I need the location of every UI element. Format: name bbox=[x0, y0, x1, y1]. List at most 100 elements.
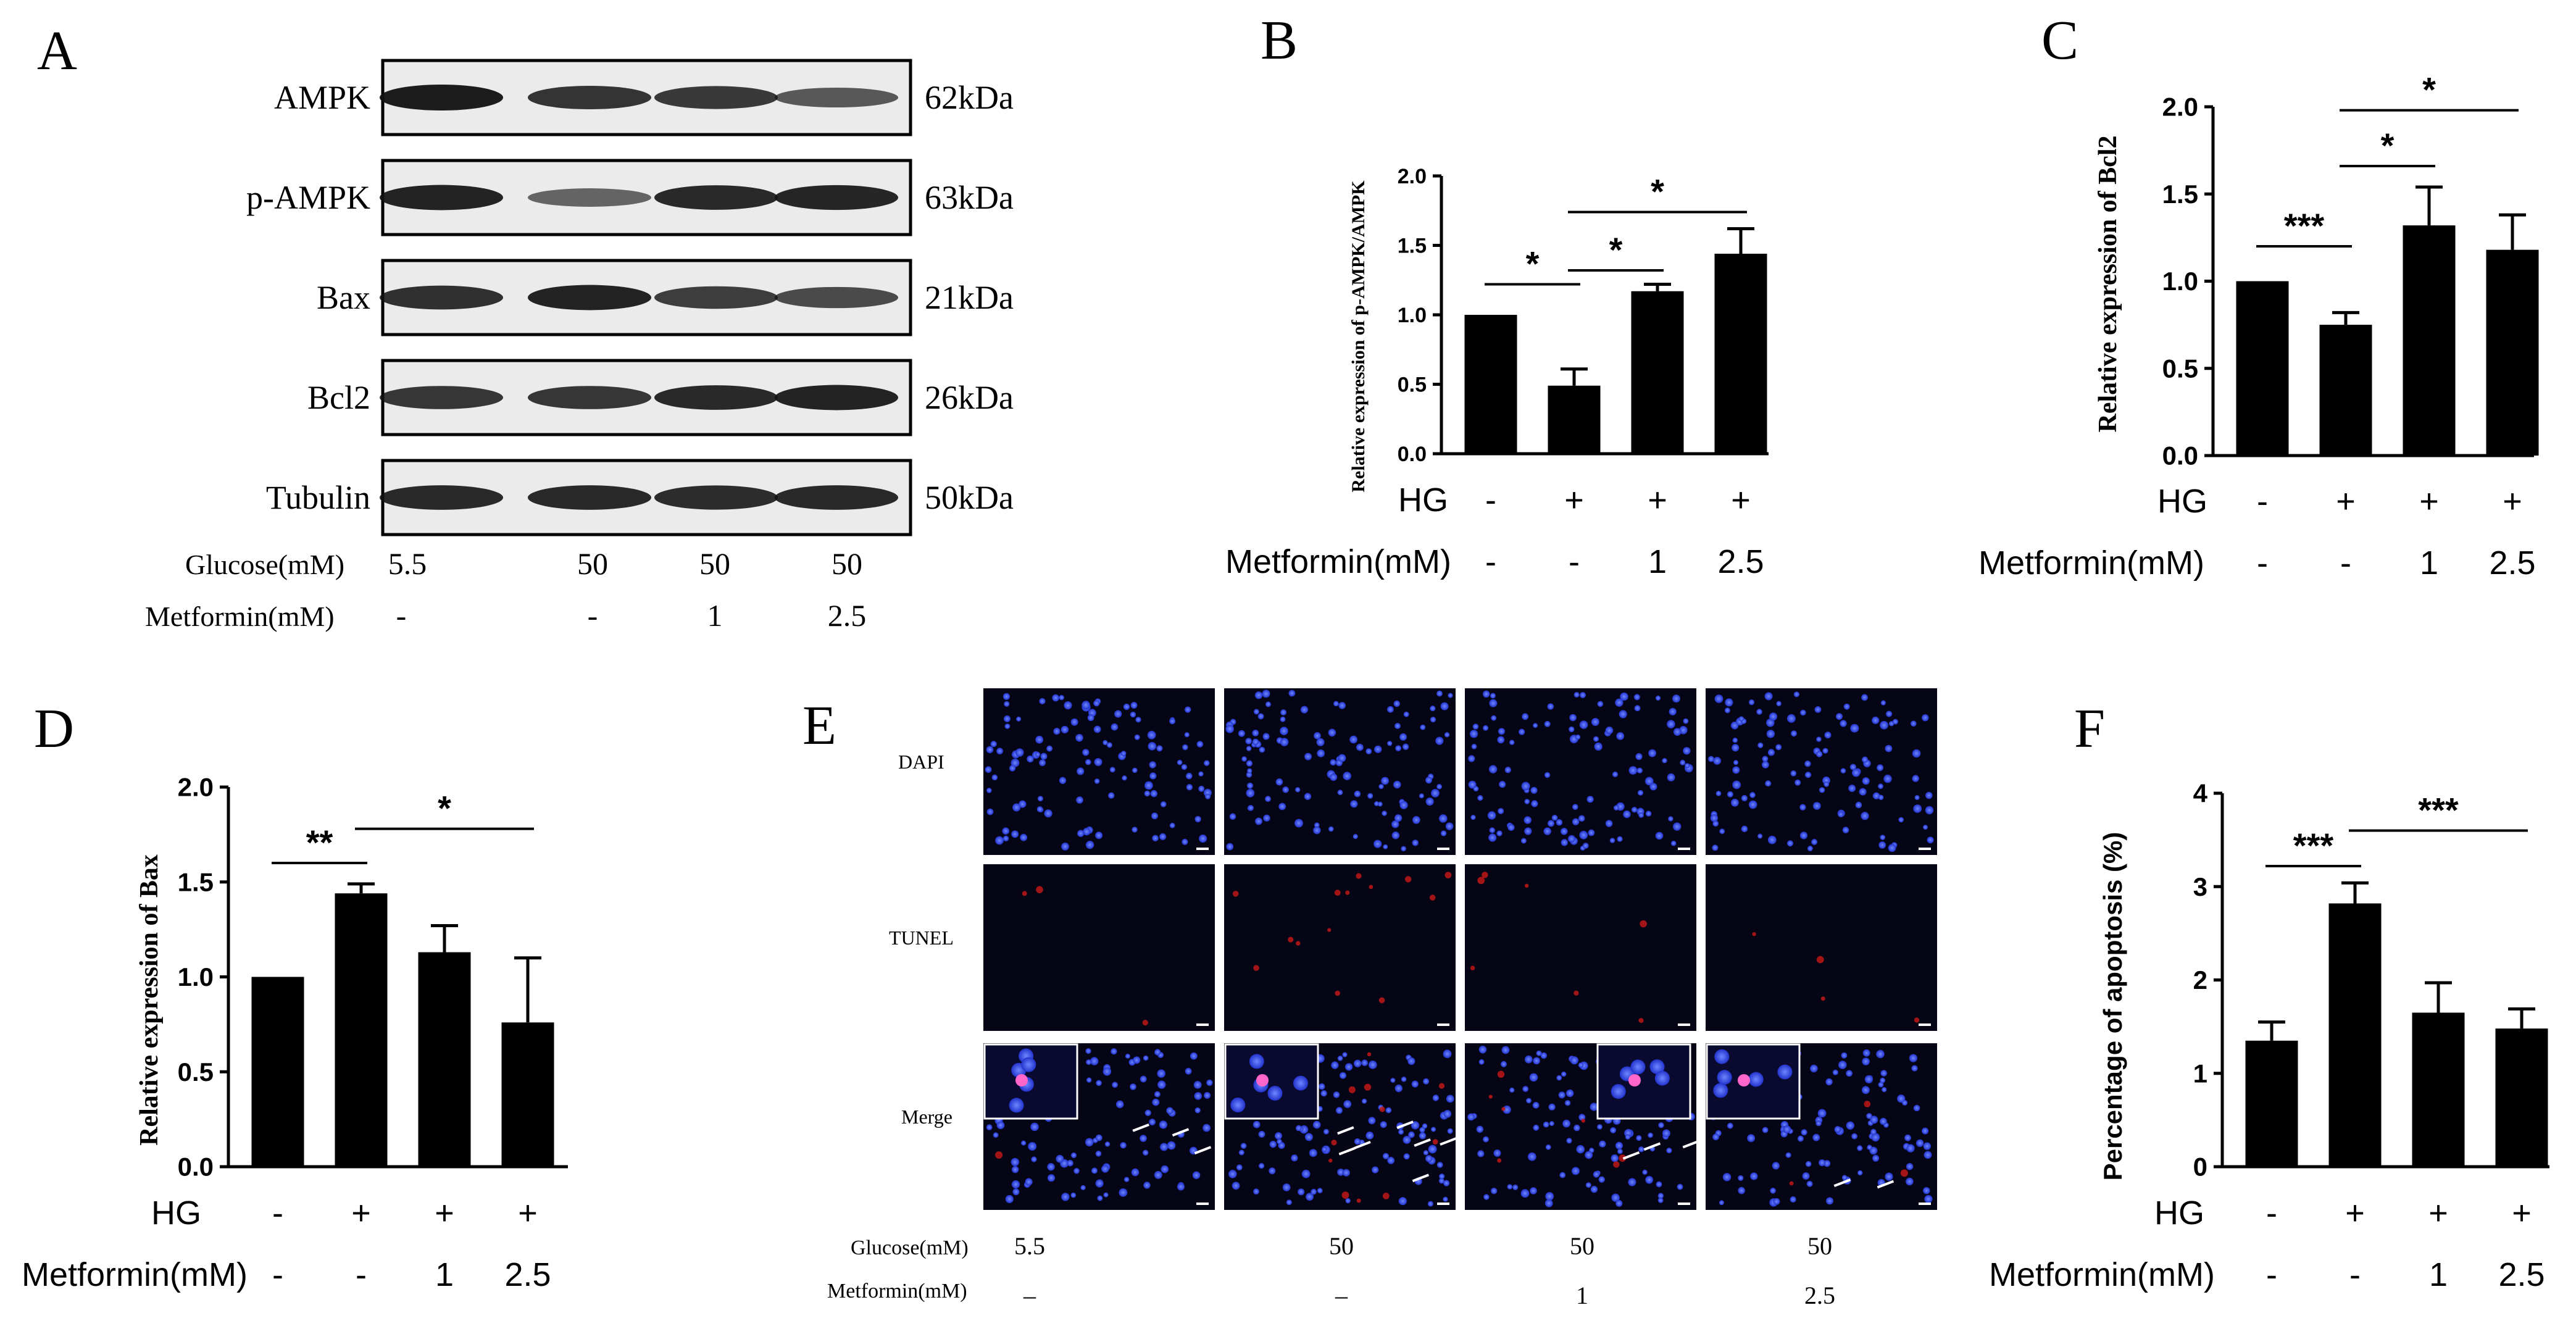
nucleus bbox=[1012, 803, 1021, 812]
nucleus bbox=[1037, 796, 1043, 802]
significance-label: *** bbox=[2293, 826, 2334, 865]
nucleus bbox=[1816, 751, 1823, 757]
nucleus bbox=[1380, 1121, 1387, 1128]
nucleus bbox=[996, 748, 1003, 755]
inset-apoptotic-cell bbox=[1628, 1074, 1641, 1086]
nucleus bbox=[1811, 838, 1818, 845]
blot-row-tubulin: Tubulin 50kDa bbox=[266, 459, 1014, 536]
nucleus bbox=[1634, 705, 1641, 712]
bar bbox=[2495, 1028, 2548, 1167]
nucleus bbox=[1154, 1091, 1161, 1098]
nucleus bbox=[1791, 730, 1797, 737]
nucleus bbox=[1902, 1099, 1908, 1106]
nucleus bbox=[1387, 1157, 1395, 1164]
nucleus bbox=[1149, 1119, 1156, 1126]
nucleus bbox=[1132, 767, 1138, 773]
nucleus bbox=[1667, 720, 1675, 728]
nucleus bbox=[1545, 1144, 1551, 1150]
nucleus bbox=[1095, 832, 1103, 840]
blot-row-bax: Bax 21kDa bbox=[317, 259, 1014, 336]
apoptosis-arrow bbox=[1414, 1138, 1431, 1147]
scale-bar bbox=[1678, 1023, 1690, 1026]
nucleus bbox=[1561, 828, 1568, 835]
nucleus bbox=[1617, 836, 1623, 842]
nucleus bbox=[1558, 1091, 1565, 1099]
blot-row-ampk: AMPK 62kDa bbox=[274, 59, 1014, 136]
nucleus bbox=[1391, 832, 1400, 840]
nucleus bbox=[1166, 1107, 1173, 1114]
nucleus bbox=[1104, 1141, 1111, 1147]
nucleus bbox=[1579, 830, 1588, 840]
blot-size-label: 62kDa bbox=[925, 79, 1014, 116]
nucleus bbox=[1529, 1073, 1538, 1082]
nucleus bbox=[1309, 1149, 1317, 1157]
nucleus bbox=[1190, 1052, 1198, 1060]
nucleus bbox=[1085, 759, 1091, 765]
nucleus bbox=[1399, 733, 1407, 741]
nucleus bbox=[1025, 1178, 1033, 1186]
inset-apoptotic-cell bbox=[1015, 1074, 1028, 1086]
y-tick-label: 2 bbox=[2193, 965, 2207, 994]
nucleus bbox=[1852, 769, 1861, 777]
nucleus bbox=[1199, 834, 1207, 843]
nucleus bbox=[1806, 1180, 1813, 1187]
nucleus bbox=[1524, 816, 1532, 824]
nucleus bbox=[1838, 811, 1844, 817]
nucleus bbox=[1867, 1144, 1872, 1150]
nucleus bbox=[1582, 843, 1589, 849]
nucleus bbox=[1501, 1061, 1507, 1067]
nucleus bbox=[1035, 752, 1041, 757]
nucleus bbox=[1590, 1103, 1598, 1111]
nucleus bbox=[1556, 819, 1563, 826]
nucleus bbox=[1468, 755, 1475, 762]
nucleus bbox=[1708, 756, 1714, 762]
nucleus bbox=[1545, 1192, 1554, 1201]
nucleus bbox=[1280, 716, 1286, 722]
nucleus bbox=[1020, 833, 1028, 841]
nucleus bbox=[1620, 692, 1628, 701]
nucleus bbox=[1021, 1140, 1027, 1146]
nucleus bbox=[1738, 1175, 1744, 1181]
tunel-positive-cell bbox=[1574, 990, 1579, 996]
tunel-positive-cell bbox=[1497, 1070, 1505, 1078]
nucleus bbox=[1443, 1196, 1448, 1202]
nucleus bbox=[1819, 1159, 1826, 1167]
tunel-positive-cell bbox=[1432, 1139, 1438, 1144]
nucleus bbox=[1393, 780, 1401, 789]
nucleus bbox=[1812, 802, 1821, 810]
nucleus bbox=[1764, 692, 1773, 701]
nucleus bbox=[1524, 1055, 1533, 1064]
nucleus bbox=[1662, 758, 1667, 764]
y-axis-label: Percentage of apoptosis (%) bbox=[2098, 832, 2127, 1181]
nucleus bbox=[1167, 1141, 1176, 1150]
chart-d-bax: D Relative expression of Bax 0.0 0.5 1.0 1.5 2… bbox=[22, 698, 568, 1293]
apoptosis-arrow bbox=[1833, 1178, 1851, 1188]
nucleus bbox=[1880, 1117, 1887, 1125]
nucleus bbox=[1253, 1188, 1259, 1195]
nucleus bbox=[1278, 802, 1286, 811]
tunel-positive-cell bbox=[1482, 872, 1488, 878]
nucleus bbox=[1878, 794, 1884, 800]
hg-value: + bbox=[2419, 483, 2439, 520]
scale-bar bbox=[1919, 1203, 1931, 1205]
nucleus bbox=[1085, 1138, 1094, 1147]
nucleus bbox=[1732, 766, 1740, 774]
significance-label: * bbox=[1526, 244, 1540, 283]
nucleus bbox=[1343, 1100, 1352, 1108]
nucleus bbox=[1801, 1129, 1807, 1136]
nucleus bbox=[1609, 838, 1615, 843]
glucose-row-label: Glucose(mM) bbox=[185, 549, 344, 580]
nucleus bbox=[1135, 717, 1141, 723]
nucleus bbox=[1052, 694, 1059, 702]
nucleus bbox=[1144, 1109, 1151, 1117]
nucleus bbox=[1859, 788, 1867, 796]
nucleus bbox=[1436, 1162, 1443, 1168]
nucleus bbox=[1599, 1140, 1606, 1148]
nucleus bbox=[1354, 790, 1361, 798]
blot-band bbox=[775, 485, 898, 510]
nucleus bbox=[1185, 1067, 1192, 1075]
nucleus bbox=[1344, 1063, 1353, 1071]
nucleus bbox=[1477, 795, 1483, 801]
nucleus bbox=[1679, 726, 1688, 735]
nucleus bbox=[1095, 1151, 1102, 1157]
